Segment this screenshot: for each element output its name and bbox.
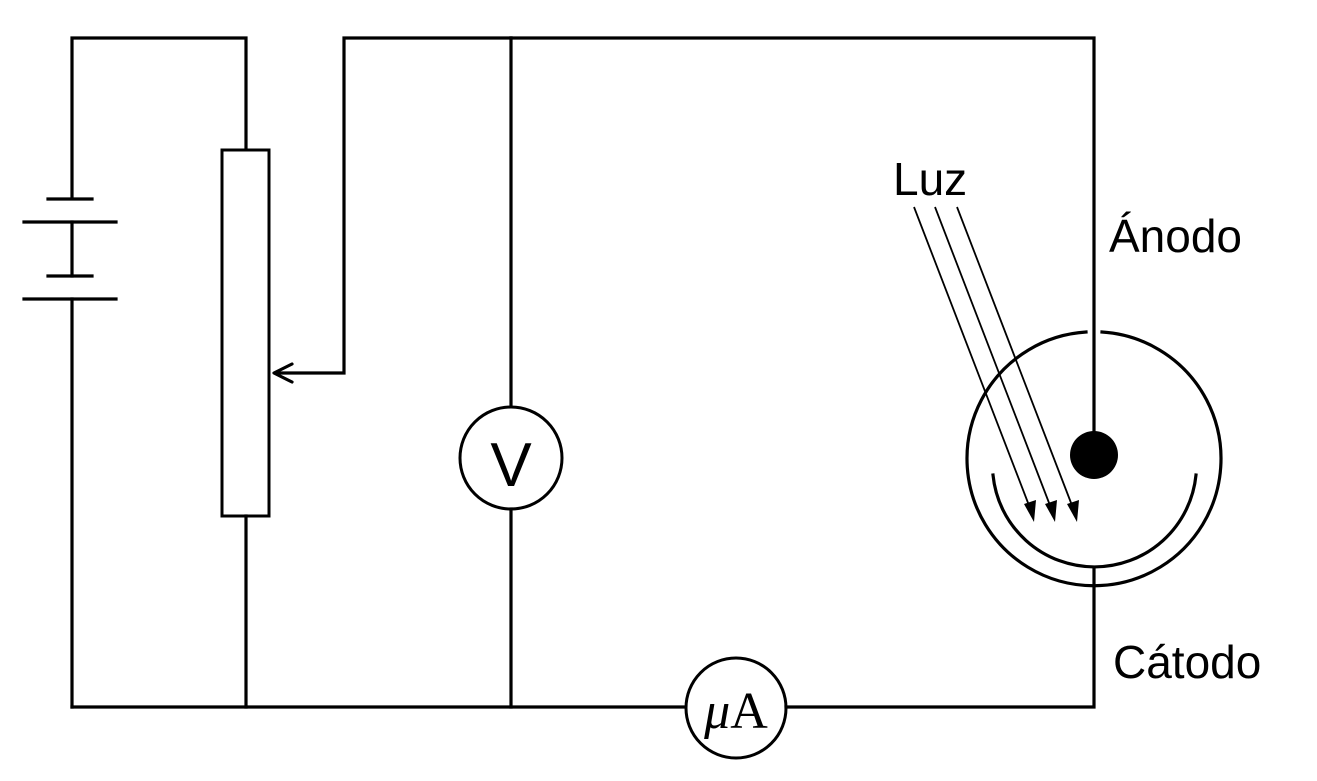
microammeter-a: A <box>730 683 768 740</box>
cathode-label: Cátodo <box>1113 636 1261 688</box>
battery <box>22 36 248 709</box>
top-wire-to-anode <box>509 36 1096 457</box>
light-ray-1-arrowhead <box>1024 500 1036 522</box>
potentiometer <box>220 36 513 709</box>
voltmeter-label: V <box>490 431 532 500</box>
anode-label: Ánodo <box>1109 210 1242 262</box>
light-ray-3-arrowhead <box>1067 500 1079 522</box>
light-ray-1 <box>913 206 1031 509</box>
potentiometer-body <box>220 148 271 518</box>
microammeter: μA <box>684 656 788 760</box>
voltmeter: V <box>458 36 564 709</box>
light-ray-2 <box>934 206 1052 509</box>
anode-electrode <box>1070 431 1118 479</box>
microammeter-label: μA <box>703 683 768 740</box>
potentiometer-slider-wire <box>274 36 513 375</box>
phototube-envelope <box>965 330 1223 588</box>
bottom-wire-right-to-cathode <box>784 566 1096 709</box>
light-ray-2-arrowhead <box>1045 500 1057 522</box>
phototube <box>965 330 1223 588</box>
light-rays <box>913 206 1079 522</box>
cathode-plate <box>991 473 1198 569</box>
microammeter-mu: μ <box>703 683 730 740</box>
light-ray-3 <box>956 206 1074 509</box>
light-label: Luz <box>893 153 967 205</box>
battery-top-wire <box>70 36 248 199</box>
potentiometer-slider-arrowhead <box>272 362 294 384</box>
